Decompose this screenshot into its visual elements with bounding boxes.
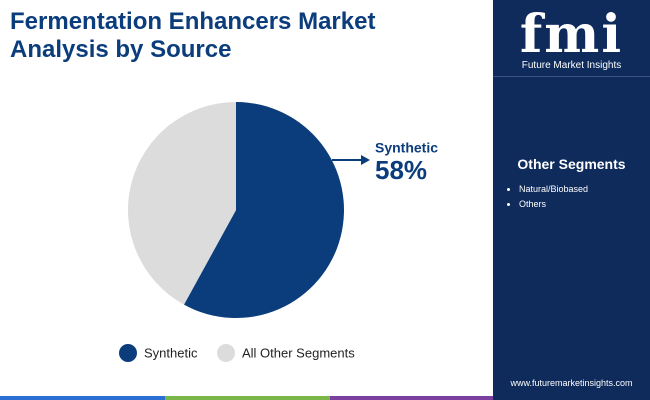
pie-slice [128,102,236,305]
website: www.futuremarketinsights.com [510,378,633,388]
separator [493,76,650,77]
brand: Future Market Insights [521,60,622,71]
value-label: 58% [375,155,427,185]
segments-list: Natural/BiobasedOthers [505,182,588,212]
segments-heading: Other Segments [517,156,626,172]
callout-category: Synthetic [375,140,438,156]
logo: fmi [519,4,624,65]
strip [0,396,165,400]
segment-item: Natural/Biobased [519,182,588,197]
strip [165,396,330,400]
legend-swatch [217,344,235,362]
callout-arrow [361,155,370,165]
title: Fermentation Enhancers Market Analysis b… [10,8,376,63]
sidebar: fmi Future Market Insights Other Segment… [493,0,650,400]
legend-swatch [119,344,137,362]
strip [330,396,493,400]
pie-slice [183,102,344,318]
legend-label: Synthetic [144,345,198,360]
legend-label: All Other Segments [242,345,355,360]
segment-item: Others [519,197,588,212]
